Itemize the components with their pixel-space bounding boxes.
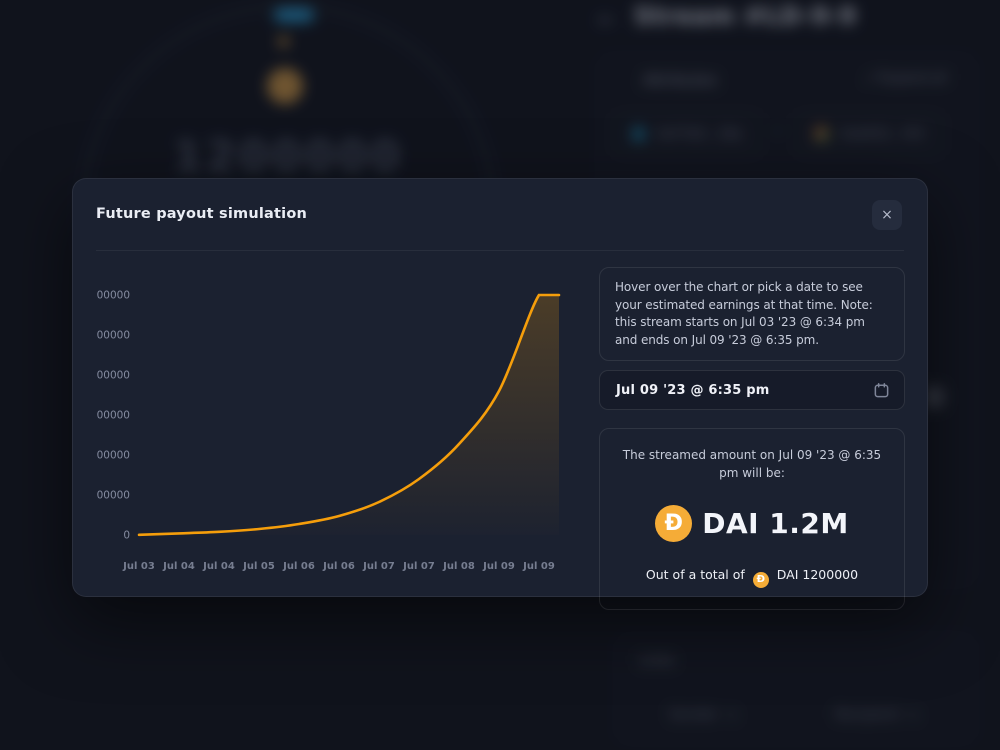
modal-body: 0 200000 400000 600000 800000 1000000 1200000 J… xyxy=(73,251,927,610)
calendar-icon[interactable] xyxy=(873,382,890,399)
modal-header: Future payout simulation × xyxy=(73,179,927,251)
x-axis-tick-label: Jul 07 xyxy=(362,561,395,572)
x-axis-tick-label: Jul 07 xyxy=(402,561,435,572)
recipient-link: Recipient ⧉ xyxy=(835,707,919,723)
date-value: Jul 09 '23 @ 6:35 pm xyxy=(616,382,770,398)
sender-link: Sender ⧉ xyxy=(669,707,737,723)
arrow-right-icon: → xyxy=(771,123,783,139)
back-arrow-icon: ← xyxy=(598,8,617,33)
close-button[interactable]: × xyxy=(872,200,902,230)
y-axis-tick-label: 800000 xyxy=(97,370,130,382)
x-axis-tick-label: Jul 06 xyxy=(322,561,355,572)
sender-address-chip: 0xF7b9...18a xyxy=(613,113,761,155)
future-payout-modal: Future payout simulation × 0 200000 400000… xyxy=(72,178,928,610)
amount-row: Đ DAI 1.2M xyxy=(614,505,890,542)
y-axis-tick-label: 400000 xyxy=(97,450,130,462)
dai-coin-icon-small: Đ xyxy=(752,572,769,588)
recipient-avatar-icon xyxy=(814,126,829,142)
modal-title: Future payout simulation xyxy=(96,206,308,222)
recipient-address-chip: 0xA452...f43 xyxy=(795,113,943,155)
stream-status-badge xyxy=(274,8,314,22)
attributes-label: Attributes xyxy=(643,71,718,89)
simulation-sidebar: Hover over the chart or pick a date to s… xyxy=(599,267,905,610)
expand-all-link: ⤢ Expand all xyxy=(864,71,947,86)
result-heading: The streamed amount on Jul 09 '23 @ 6:35… xyxy=(622,448,882,480)
close-icon: × xyxy=(881,207,893,223)
total-amount: DAI 1200000 xyxy=(776,567,859,582)
external-link-icon: ⧉ xyxy=(727,707,737,723)
date-picker-input[interactable]: Jul 09 '23 @ 6:35 pm xyxy=(599,370,905,410)
streamed-amount: DAI 1.2M xyxy=(702,507,849,540)
y-axis-tick-label: 200000 xyxy=(97,490,130,502)
hidden-button-glow xyxy=(924,386,944,408)
x-axis-tick-label: Jul 08 xyxy=(442,561,475,572)
y-axis-tick-label: 600000 xyxy=(97,410,130,422)
y-axis-tick-label: 0 xyxy=(123,530,130,542)
y-axis-tick-label: 1200000 xyxy=(97,290,130,302)
token-dot-icon xyxy=(278,36,289,47)
links-label: Links xyxy=(639,653,675,669)
x-axis-tick-label: Jul 04 xyxy=(162,561,195,572)
payout-chart[interactable]: 0 200000 400000 600000 800000 1000000 1200000 J… xyxy=(97,289,567,581)
hint-text: Hover over the chart or pick a date to s… xyxy=(615,280,873,347)
chart-line xyxy=(137,293,561,537)
sender-avatar-icon xyxy=(632,126,645,142)
total-row: Out of a total of Đ DAI 1200000 xyxy=(614,567,890,588)
header-divider xyxy=(96,250,904,251)
chart-area-fill xyxy=(139,295,559,535)
hint-text-box: Hover over the chart or pick a date to s… xyxy=(599,267,905,361)
streamed-amount-counter: 1200000 xyxy=(172,132,404,182)
dai-coin-icon: Đ xyxy=(655,505,693,542)
x-axis-tick-label: Jul 09 xyxy=(522,561,555,572)
stream-page-title: Stream #LD-9-9 xyxy=(634,2,857,30)
dai-token-icon xyxy=(267,68,303,104)
external-link-icon: ⧉ xyxy=(909,707,919,723)
x-axis-tick-label: Jul 06 xyxy=(282,561,315,572)
result-box: The streamed amount on Jul 09 '23 @ 6:35… xyxy=(599,428,905,610)
total-prefix: Out of a total of xyxy=(645,567,745,582)
x-axis-tick-label: Jul 03 xyxy=(122,561,155,572)
links-panel: Links Sender ⧉ Recipient ⧉ xyxy=(616,634,976,744)
x-axis-tick-label: Jul 05 xyxy=(242,561,275,572)
x-axis-tick-label: Jul 04 xyxy=(202,561,235,572)
y-axis-tick-label: 1000000 xyxy=(97,330,130,342)
x-axis-tick-label: Jul 09 xyxy=(482,561,515,572)
